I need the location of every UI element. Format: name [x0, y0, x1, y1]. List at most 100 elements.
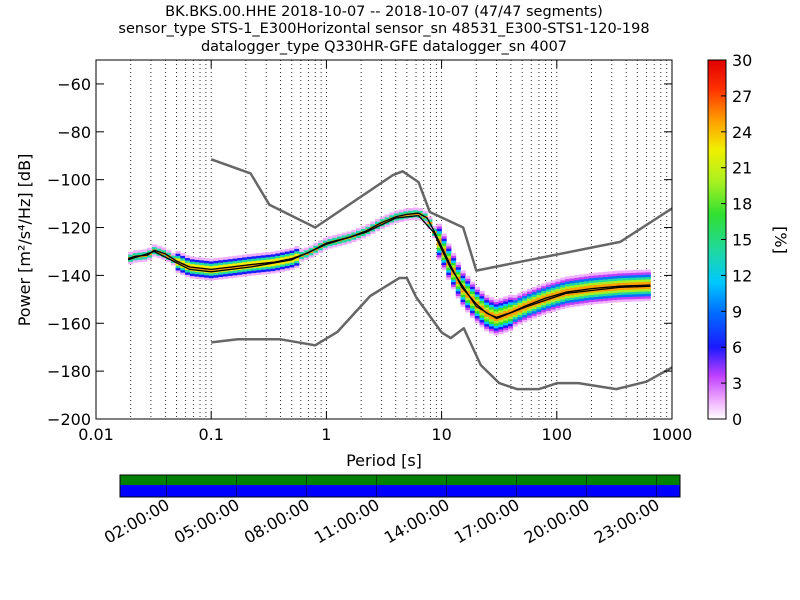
psd-cell — [199, 274, 205, 278]
psd-cell — [583, 283, 590, 287]
psd-cell — [180, 267, 186, 271]
psd-cell — [436, 238, 442, 241]
psd-cell — [237, 269, 243, 273]
psd-cell — [550, 309, 556, 312]
psd-cell — [555, 300, 561, 304]
psd-cell — [322, 237, 328, 241]
psd-cell — [569, 278, 575, 281]
psd-cell — [598, 296, 604, 299]
psd-cell — [541, 285, 547, 289]
psd-cell — [503, 322, 509, 326]
psd-cell — [498, 312, 504, 316]
psd-cell — [583, 285, 590, 289]
psd-cell — [128, 261, 134, 265]
psd-cell — [512, 295, 518, 298]
psd-cell — [536, 301, 542, 305]
psd-cell — [427, 223, 433, 227]
psd-cell — [636, 269, 642, 273]
psd-cell — [470, 312, 476, 316]
psd-cell — [413, 217, 419, 220]
psd-cell — [408, 210, 414, 214]
psd-cell — [242, 268, 248, 272]
psd-cell — [526, 293, 533, 297]
psd-cell — [213, 274, 219, 278]
psd-cell — [189, 270, 195, 274]
psd-cell — [598, 298, 604, 302]
psd-cell — [560, 306, 566, 310]
psd-cell — [612, 282, 618, 286]
psd-cell — [617, 282, 623, 286]
psd-cell — [451, 284, 457, 287]
psd-cell — [251, 258, 257, 262]
psd-cell — [455, 274, 461, 277]
psd-cell — [441, 243, 447, 246]
psd-cell — [446, 257, 452, 261]
psd-cell — [322, 244, 328, 248]
psd-cell — [199, 259, 205, 263]
colorbar-tick-label: 27 — [732, 87, 752, 106]
y-tick-label: −180 — [47, 362, 91, 381]
psd-cell — [446, 265, 452, 268]
psd-cell — [460, 280, 466, 283]
psd-cell — [237, 262, 243, 266]
psd-cell — [488, 302, 495, 305]
psd-cell — [588, 277, 594, 281]
psd-cell — [517, 312, 523, 315]
psd-cell — [621, 279, 628, 283]
psd-cell — [479, 319, 485, 323]
psd-cell — [493, 308, 499, 312]
colorbar-tick-label: 24 — [732, 123, 752, 142]
psd-cell — [493, 318, 499, 322]
psd-cell — [451, 264, 457, 268]
psd-cell — [621, 294, 628, 298]
psd-cell — [356, 227, 362, 231]
psd-cell — [436, 228, 442, 232]
psd-cell — [175, 267, 181, 271]
plot-grid — [130, 60, 668, 419]
psd-cell — [507, 299, 514, 303]
psd-cell — [370, 231, 376, 234]
psd-cell — [284, 251, 290, 254]
psd-cell — [645, 295, 651, 299]
psd-cell — [199, 264, 205, 268]
psd-cell — [488, 316, 495, 320]
psd-cell — [446, 248, 452, 252]
psd-cell — [455, 269, 461, 273]
psd-cell — [213, 277, 219, 281]
psd-cell — [555, 307, 561, 311]
psd-cell — [218, 257, 224, 261]
psd-cell — [640, 269, 647, 273]
psd-cell — [517, 321, 523, 325]
psd-cell — [275, 267, 281, 271]
psd-cell — [602, 271, 609, 275]
psd-cell — [161, 247, 167, 251]
psd-cell — [128, 259, 134, 262]
psd-cell — [436, 226, 442, 229]
psd-cell — [394, 217, 400, 221]
psd-cell — [598, 288, 604, 292]
psd-cell — [441, 245, 447, 249]
psd-cell — [536, 311, 542, 315]
psd-cell — [621, 270, 628, 274]
psd-cell — [313, 245, 319, 249]
psd-cell — [598, 293, 604, 297]
psd-cell — [270, 258, 276, 262]
timeline-label: 23:00:00 — [591, 495, 663, 547]
psd-cell — [261, 252, 267, 256]
psd-cell — [541, 288, 547, 291]
psd-cell — [180, 272, 186, 276]
y-tick-label: −120 — [47, 219, 91, 238]
psd-cell — [370, 221, 376, 225]
psd-cell — [474, 289, 480, 293]
psd-cell — [531, 291, 537, 295]
psd-cell — [541, 309, 547, 313]
psd-cell — [370, 223, 376, 227]
psd-cell — [441, 262, 447, 266]
psd-cell — [612, 287, 618, 291]
psd-cell — [545, 308, 552, 311]
psd-cell — [284, 265, 290, 269]
psd-cell — [522, 302, 528, 306]
data-coverage-timeline: 02:00:0005:00:0008:00:0011:00:0014:00:00… — [101, 474, 681, 547]
psd-cell — [294, 260, 300, 264]
psd-cell — [507, 294, 514, 298]
